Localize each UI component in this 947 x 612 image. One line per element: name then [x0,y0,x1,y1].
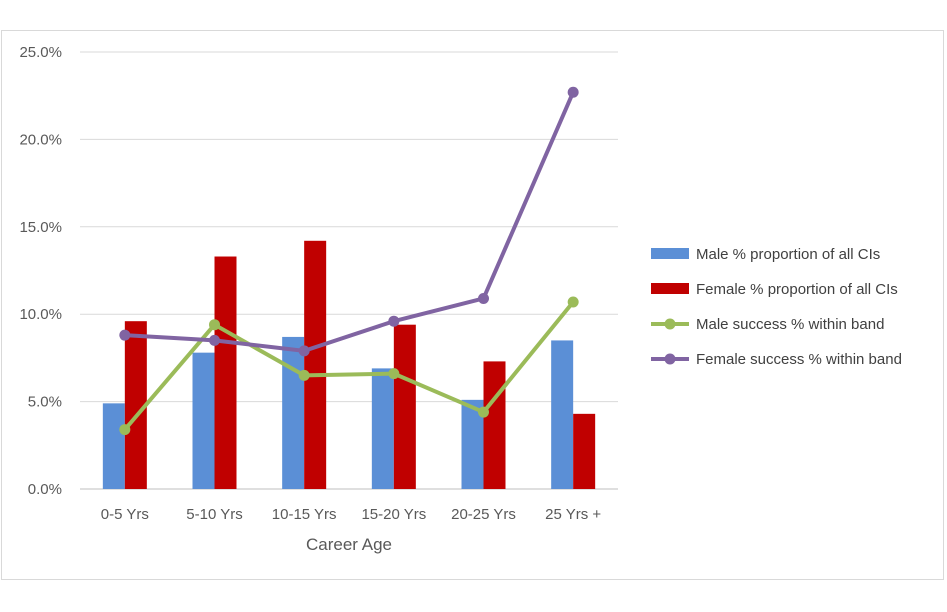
data-point [567,86,579,98]
bar [371,368,394,489]
y-tick-label: 0.0% [28,481,62,498]
y-tick-label: 5.0% [28,394,62,411]
legend-label: Male success % within band [696,316,884,333]
legend-label: Female success % within band [696,351,902,368]
series-line [122,90,576,353]
y-tick-label: 10.0% [19,306,62,323]
bar [192,352,215,489]
data-point [388,368,400,380]
x-tick-label: 25 Yrs + [545,506,601,523]
legend-swatch-marker [664,353,676,365]
legend-swatch [651,248,689,259]
data-point [478,406,489,418]
y-tick-label: 25.0% [19,44,62,61]
bar [102,403,125,489]
bar [483,361,506,489]
bar [124,321,147,489]
x-tick-label: 0-5 Yrs [101,506,149,523]
lines [119,86,579,436]
y-tick-label: 15.0% [19,219,62,236]
data-point [119,424,131,436]
data-point [209,334,220,346]
bar [551,340,574,489]
x-axis-title: Career Age [306,535,392,554]
gridlines [80,51,618,490]
bar [573,413,596,489]
data-point [119,329,131,341]
x-tick-label: 5-10 Yrs [186,506,242,523]
bars [102,240,596,489]
x-tick-label: 15-20 Yrs [361,506,426,523]
legend-label: Female % proportion of all CIs [696,281,898,298]
bar [393,324,416,489]
bar [282,336,305,489]
series-line [122,299,576,432]
data-point [388,315,400,327]
data-point [478,292,489,304]
bar [304,240,327,489]
legend-swatch [651,283,689,294]
x-tick-label: 20-25 Yrs [451,506,516,523]
data-point [567,296,579,308]
bar [214,256,237,489]
legend-label: Male % proportion of all CIs [696,246,880,263]
bar [461,399,484,489]
data-point [298,345,310,357]
legend-swatch-marker [664,318,676,330]
data-point [298,369,310,381]
y-axis-ticks: 0.0% 5.0% 10.0% 15.0% 20.0% 25.0% [19,44,62,498]
x-axis-ticks: 0-5 Yrs 5-10 Yrs 10-15 Yrs 15-20 Yrs 20-25 Y… [101,506,602,523]
x-tick-label: 10-15 Yrs [272,506,337,523]
y-tick-label: 20.0% [19,131,62,148]
data-point [209,319,220,331]
legend: Male % proportion of all CIs Female % pro… [651,246,902,368]
